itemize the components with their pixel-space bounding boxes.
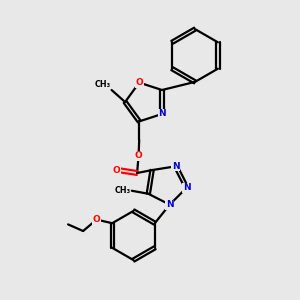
Text: N: N [158, 110, 166, 118]
Text: CH₃: CH₃ [115, 186, 130, 195]
Text: CH₃: CH₃ [94, 80, 110, 89]
Text: N: N [172, 162, 180, 171]
Text: O: O [135, 78, 143, 87]
Text: N: N [183, 183, 190, 192]
Text: O: O [112, 166, 120, 175]
Text: O: O [93, 215, 101, 224]
Text: N: N [166, 200, 173, 209]
Text: O: O [135, 151, 142, 160]
